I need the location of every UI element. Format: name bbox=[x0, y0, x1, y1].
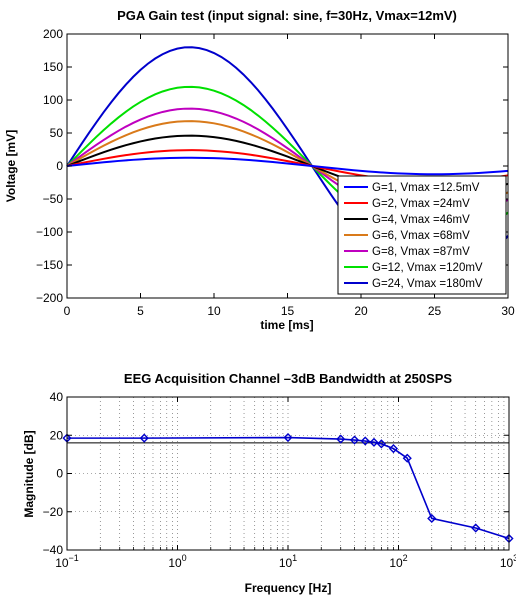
chart1-legend-entry: G=4, Vmax =46mV bbox=[372, 214, 470, 226]
chart1-y-tick-label: 0 bbox=[56, 159, 63, 173]
chart2-x-tick-label: 101 bbox=[279, 553, 297, 570]
chart2-x-tick-label: 10−1 bbox=[55, 553, 79, 570]
chart1-ticks: 0 5 10 15 20 25 30 −200 −150 −100 −50 0 50 100 150 200 bbox=[36, 27, 515, 318]
chart1-x-tick-label: 25 bbox=[428, 304, 442, 318]
chart1-x-tick-label: 10 bbox=[207, 304, 221, 318]
chart1-legend-entry: G=6, Vmax =68mV bbox=[372, 230, 470, 242]
chart2-x-tick-label: 103 bbox=[500, 553, 516, 570]
chart2-y-tick-label: −20 bbox=[43, 505, 64, 519]
chart1-title: PGA Gain test (input signal: sine, f=30H… bbox=[117, 8, 457, 23]
chart1-x-tick-label: 30 bbox=[501, 304, 515, 318]
chart2-data-point bbox=[471, 523, 481, 533]
chart1-y-tick-label: −100 bbox=[36, 225, 63, 239]
chart1-x-tick-label: 15 bbox=[281, 304, 295, 318]
chart2-title: EEG Acquisition Channel –3dB Bandwidth a… bbox=[124, 371, 453, 386]
chart2-series-line bbox=[67, 436, 510, 540]
chart2-series-group bbox=[62, 432, 514, 544]
chart2-data-point bbox=[369, 437, 379, 447]
chart2-data-point bbox=[388, 444, 399, 454]
chart1-legend-entry: G=8, Vmax =87mV bbox=[372, 246, 470, 258]
chart2-y-tick-label: 20 bbox=[50, 428, 64, 442]
chart2-data-point bbox=[139, 433, 149, 443]
chart2-x-tick-label: 102 bbox=[389, 553, 407, 570]
chart1-x-tick-label: 0 bbox=[64, 304, 71, 318]
chart2-x-axis-label: Frequency [Hz] bbox=[245, 581, 332, 595]
chart2-data-point bbox=[336, 434, 346, 444]
chart2-x-tick-label: 100 bbox=[168, 553, 186, 570]
chart2-data-point bbox=[376, 439, 386, 449]
chart2-ticks: 10−1 100 101 102 103 −40 −20 0 20 40 bbox=[43, 390, 516, 570]
chart1-y-axis-label: Voltage [mV] bbox=[4, 130, 18, 202]
chart1-series-line-1 bbox=[66, 156, 509, 176]
chart2-y-axis-label: Magnitude [dB] bbox=[22, 430, 36, 517]
chart2-y-tick-label: 0 bbox=[56, 467, 63, 481]
chart2-data-point bbox=[283, 432, 293, 443]
chart2-data-point bbox=[402, 453, 412, 463]
chart1-legend-entry: G=2, Vmax =24mV bbox=[372, 198, 470, 210]
chart1-y-tick-label: −200 bbox=[36, 291, 63, 305]
chart1-y-tick-label: 150 bbox=[43, 60, 63, 74]
chart1-x-axis-label: time [ms] bbox=[260, 318, 313, 332]
chart1-y-tick-label: 100 bbox=[43, 93, 63, 107]
chart1-legend-entry: G=1, Vmax =12.5mV bbox=[372, 182, 480, 194]
chart2-data-point bbox=[360, 436, 370, 446]
chart1-y-tick-label: 200 bbox=[43, 27, 63, 41]
chart1-legend-entry: G=24, Vmax =180mV bbox=[372, 278, 483, 290]
pga-gain-chart: PGA Gain test (input signal: sine, f=30H… bbox=[4, 8, 515, 332]
chart2-data-point bbox=[427, 513, 437, 524]
chart2-data-point bbox=[349, 435, 360, 445]
chart2-y-tick-label: −40 bbox=[43, 543, 64, 557]
chart1-legend: G=1, Vmax =12.5mV G=2, Vmax =24mV G=4, Vma… bbox=[337, 175, 507, 295]
chart1-legend-entry: G=12, Vmax =120mV bbox=[372, 262, 483, 274]
chart1-x-tick-label: 20 bbox=[354, 304, 368, 318]
chart1-x-tick-label: 5 bbox=[137, 304, 144, 318]
chart2-y-tick-label: 40 bbox=[50, 390, 64, 404]
chart1-y-tick-label: 50 bbox=[50, 126, 64, 140]
chart1-y-tick-label: −150 bbox=[36, 258, 63, 272]
chart1-y-tick-label: −50 bbox=[43, 192, 64, 206]
bandwidth-chart: EEG Acquisition Channel –3dB Bandwidth a… bbox=[22, 371, 516, 595]
